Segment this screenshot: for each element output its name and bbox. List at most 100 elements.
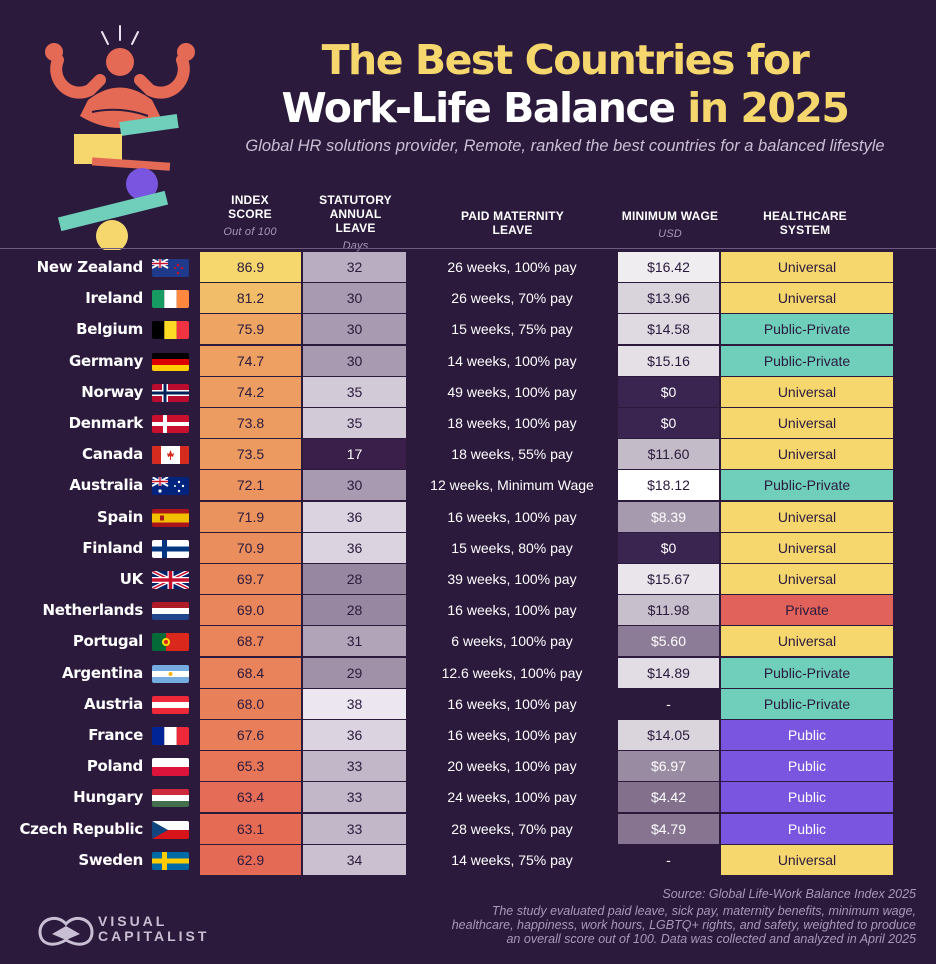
- flag-cz-icon: [152, 820, 189, 839]
- flag-fr-icon: [152, 727, 189, 745]
- column-header-wage: MINIMUM WAGE USD: [620, 209, 720, 241]
- flag-be-icon: [152, 321, 189, 340]
- annual-leave-cell: 35: [303, 408, 406, 438]
- table-row: Poland 65.3 33 20 weeks, 100% pay $6.97 Publi…: [0, 751, 936, 782]
- flag-dk-icon: [152, 415, 189, 433]
- table-row: Czech Republic 63.1 33 28 weeks, 70% pay $4.…: [0, 813, 936, 845]
- flag-au-icon: [152, 477, 189, 496]
- table-row: Spain 71.9 36 16 weeks, 100% pay $8.39 Univer…: [0, 501, 936, 533]
- healthcare-system-cell: Private: [721, 595, 893, 626]
- country-name: Netherlands: [42, 601, 144, 620]
- minimum-wage-cell: $11.98: [618, 595, 719, 626]
- index-score-cell: 70.9: [200, 532, 301, 563]
- annual-leave-cell: 30: [303, 283, 406, 314]
- flag-nz-icon: [152, 259, 189, 277]
- annual-leave-cell: 36: [303, 532, 406, 563]
- column-header-wage-sub: USD: [658, 228, 682, 240]
- maternity-leave-cell: 28 weeks, 70% pay: [408, 813, 616, 844]
- index-score-cell: 63.1: [200, 813, 301, 844]
- column-header-score-sub: Out of 100: [223, 226, 277, 238]
- healthcare-system-cell: Universal: [721, 844, 893, 875]
- flag-uk-icon: [152, 571, 189, 589]
- healthcare-system-cell: Public-Private: [721, 314, 893, 345]
- minimum-wage-cell: $14.05: [618, 720, 719, 750]
- country-name: Sweden: [78, 850, 143, 869]
- annual-leave-cell: 33: [303, 782, 406, 813]
- methodology-line3: an overall score out of 100. Data was co…: [506, 932, 916, 946]
- table-row: UK 69.7 28 39 weeks, 100% pay $15.67 Universa…: [0, 564, 936, 595]
- column-header-wage-label: MINIMUM WAGE: [621, 209, 719, 223]
- annual-leave-cell: 28: [303, 595, 406, 626]
- country-name: Hungary: [73, 788, 143, 807]
- minimum-wage-cell: $14.89: [618, 657, 719, 688]
- country-name: Australia: [69, 476, 143, 495]
- healthcare-system-cell: Universal: [721, 532, 893, 563]
- chart-title-line1: The Best Countries for: [321, 36, 810, 84]
- minimum-wage-cell: -: [618, 688, 719, 719]
- chart-title-line2: Work-Life Balance in 2025: [250, 88, 880, 129]
- table-row: Germany 74.7 30 14 weeks, 100% pay $15.16 Pub…: [0, 345, 936, 377]
- healthcare-system-cell: Public-Private: [721, 345, 893, 376]
- source-note: Source: Global Life-Work Balance Index 2…: [356, 887, 916, 946]
- source-line: Source: Global Life-Work Balance Index 2…: [662, 887, 916, 901]
- index-score-cell: 63.4: [200, 782, 301, 813]
- minimum-wage-cell: $8.39: [618, 501, 719, 532]
- column-header-leave: STATUTORY ANNUAL LEAVE Days: [308, 193, 403, 253]
- index-score-cell: 67.6: [200, 720, 301, 750]
- annual-leave-cell: 30: [303, 470, 406, 501]
- flag-nl-icon: [152, 602, 189, 621]
- minimum-wage-cell: $5.60: [618, 626, 719, 657]
- flag-no-icon: [152, 383, 189, 402]
- country-name: Argentina: [61, 663, 143, 682]
- flag-pt-icon: [152, 633, 189, 652]
- table-row: Portugal 68.7 31 6 weeks, 100% pay $5.60 Univ…: [0, 626, 936, 657]
- annual-leave-cell: 36: [303, 501, 406, 532]
- column-header-leave-label: STATUTORY ANNUAL LEAVE: [319, 193, 392, 235]
- index-score-cell: 68.4: [200, 657, 301, 688]
- country-name: France: [88, 726, 143, 744]
- annual-leave-cell: 17: [303, 439, 406, 470]
- minimum-wage-cell: $0: [618, 532, 719, 563]
- chart-subtitle: Global HR solutions provider, Remote, ra…: [245, 137, 885, 155]
- maternity-leave-cell: 16 weeks, 100% pay: [408, 595, 616, 626]
- meditating-figure-illustration: [45, 25, 195, 250]
- maternity-leave-cell: 18 weeks, 100% pay: [408, 408, 616, 438]
- country-name: Poland: [86, 757, 143, 776]
- annual-leave-cell: 33: [303, 751, 406, 782]
- table-row: Norway 74.2 35 49 weeks, 100% pay $0 Universa…: [0, 376, 936, 408]
- table-row: Australia 72.1 30 12 weeks, Minimum Wage $18…: [0, 470, 936, 501]
- healthcare-system-cell: Universal: [721, 501, 893, 532]
- logo-wordmark: VISUAL CAPITALIST: [98, 914, 209, 944]
- maternity-leave-cell: 49 weeks, 100% pay: [408, 376, 616, 407]
- minimum-wage-cell: $11.60: [618, 439, 719, 470]
- logo-line2: CAPITALIST: [98, 928, 210, 944]
- annual-leave-cell: 34: [303, 844, 406, 875]
- table-row: Argentina 68.4 29 12.6 weeks, 100% pay $14.8…: [0, 657, 936, 689]
- flag-ca-icon: [152, 446, 189, 465]
- minimum-wage-cell: $4.79: [618, 813, 719, 844]
- flag-es-icon: [152, 508, 189, 527]
- maternity-leave-cell: 12.6 weeks, 100% pay: [408, 657, 616, 688]
- minimum-wage-cell: $16.42: [618, 252, 719, 282]
- annual-leave-cell: 36: [303, 720, 406, 750]
- index-score-cell: 75.9: [200, 314, 301, 345]
- country-name: Spain: [97, 507, 143, 526]
- maternity-leave-cell: 16 weeks, 100% pay: [408, 688, 616, 719]
- healthcare-system-cell: Universal: [721, 283, 893, 314]
- index-score-cell: 74.7: [200, 345, 301, 376]
- index-score-cell: 73.8: [200, 408, 301, 438]
- minimum-wage-cell: $0: [618, 408, 719, 438]
- methodology-line1: The study evaluated paid leave, sick pay…: [491, 904, 916, 918]
- country-name: Austria: [84, 694, 143, 713]
- index-score-cell: 74.2: [200, 376, 301, 407]
- annual-leave-cell: 32: [303, 252, 406, 282]
- title-line2-text: Work-Life Balance: [281, 84, 688, 132]
- healthcare-system-cell: Public-Private: [721, 657, 893, 688]
- healthcare-system-cell: Public: [721, 813, 893, 844]
- country-name: Germany: [69, 351, 143, 370]
- maternity-leave-cell: 39 weeks, 100% pay: [408, 564, 616, 594]
- table-row: Netherlands 69.0 28 16 weeks, 100% pay $11.9…: [0, 595, 936, 626]
- table-row: New Zealand 86.9 32 26 weeks, 100% pay $16.4…: [0, 252, 936, 283]
- minimum-wage-cell: $18.12: [618, 470, 719, 501]
- country-name: New Zealand: [36, 258, 144, 276]
